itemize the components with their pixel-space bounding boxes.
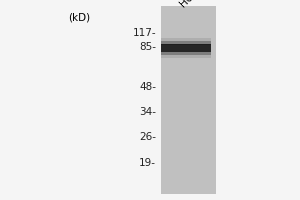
Bar — [160, 51, 211, 55]
Bar — [160, 6, 216, 194]
Bar — [160, 41, 211, 45]
Text: 117-: 117- — [132, 28, 156, 38]
Text: 19-: 19- — [139, 158, 156, 168]
Text: 26-: 26- — [139, 132, 156, 142]
Text: (kD): (kD) — [68, 13, 90, 23]
Text: HepG2: HepG2 — [177, 0, 210, 9]
Text: 48-: 48- — [139, 82, 156, 92]
Bar — [160, 45, 211, 51]
Text: 34-: 34- — [139, 107, 156, 117]
Bar — [160, 38, 211, 45]
Text: 85-: 85- — [139, 42, 156, 52]
Bar — [160, 51, 211, 58]
